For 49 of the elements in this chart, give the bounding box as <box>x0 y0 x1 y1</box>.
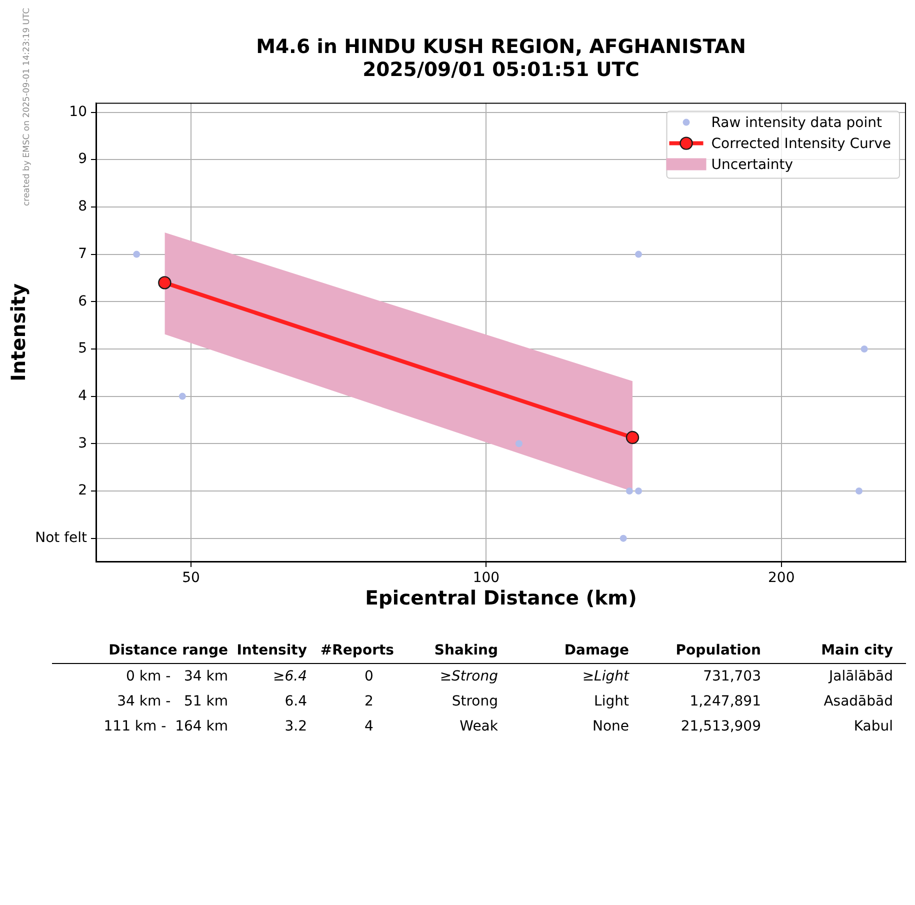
y-tick-label: 6 <box>78 293 88 310</box>
category-label: Shaking <box>434 642 498 660</box>
y-tick-label: 8 <box>78 198 87 215</box>
y-tick-label: 5 <box>78 340 87 357</box>
text: 731,703 <box>703 668 761 684</box>
category-label: Distance range <box>108 642 228 660</box>
text: 3.2 <box>284 718 307 734</box>
text: Jalālābād <box>829 668 893 684</box>
x-tick-label: 50 <box>182 570 200 586</box>
text: created by EMSC on 2025-09-01 14:23:19 UTC <box>22 8 32 206</box>
x-axis-title: Epicentral Distance (km) <box>365 586 637 610</box>
y-tick-label: 3 <box>78 435 87 452</box>
text: 2 <box>364 694 374 710</box>
y-tick-label: 2 <box>78 482 87 499</box>
chart-subtitle: 2025/09/01 05:01:51 UTC <box>362 58 640 82</box>
category-label: Intensity <box>236 642 307 660</box>
text: Asadābād <box>824 694 893 710</box>
y-tick-label: 7 <box>78 246 87 262</box>
y-tick-label: 4 <box>78 388 88 404</box>
category-label: #Reports <box>320 642 394 660</box>
text: 111 km - 164 km <box>104 718 228 734</box>
text: Light <box>594 694 629 710</box>
y-tick-label: 10 <box>69 104 87 120</box>
text: 0 km - 34 km <box>126 668 228 684</box>
text: 4 <box>364 718 374 734</box>
text: ≥6.4 <box>273 668 307 684</box>
category-label: Damage <box>564 642 629 660</box>
text: Kabul <box>854 718 893 734</box>
x-tick-label: 200 <box>768 570 795 586</box>
text: Strong <box>452 694 498 710</box>
text: ≥Light <box>582 668 629 684</box>
y-tick-label: Not felt <box>35 530 88 546</box>
legend-label: Uncertainty <box>711 156 794 173</box>
chart-title: M4.6 in HINDU KUSH REGION, AFGHANISTAN <box>256 34 746 58</box>
text: 21,513,909 <box>680 718 761 734</box>
text: 34 km - 51 km <box>117 694 228 710</box>
text: Weak <box>460 718 498 734</box>
legend-label: Corrected Intensity Curve <box>711 136 892 152</box>
y-tick-label: 9 <box>78 151 87 168</box>
text: 6.4 <box>284 694 307 710</box>
text: 0 <box>364 668 374 684</box>
y-axis-title: Intensity <box>6 283 30 382</box>
category-label: Main city <box>821 642 893 660</box>
text: 1,247,891 <box>690 694 761 710</box>
x-tick-label: 100 <box>472 570 500 586</box>
category-label: Population <box>676 642 761 660</box>
text: None <box>592 718 629 734</box>
text: ≥Strong <box>440 668 498 684</box>
legend-label: Raw intensity data point <box>711 114 883 131</box>
